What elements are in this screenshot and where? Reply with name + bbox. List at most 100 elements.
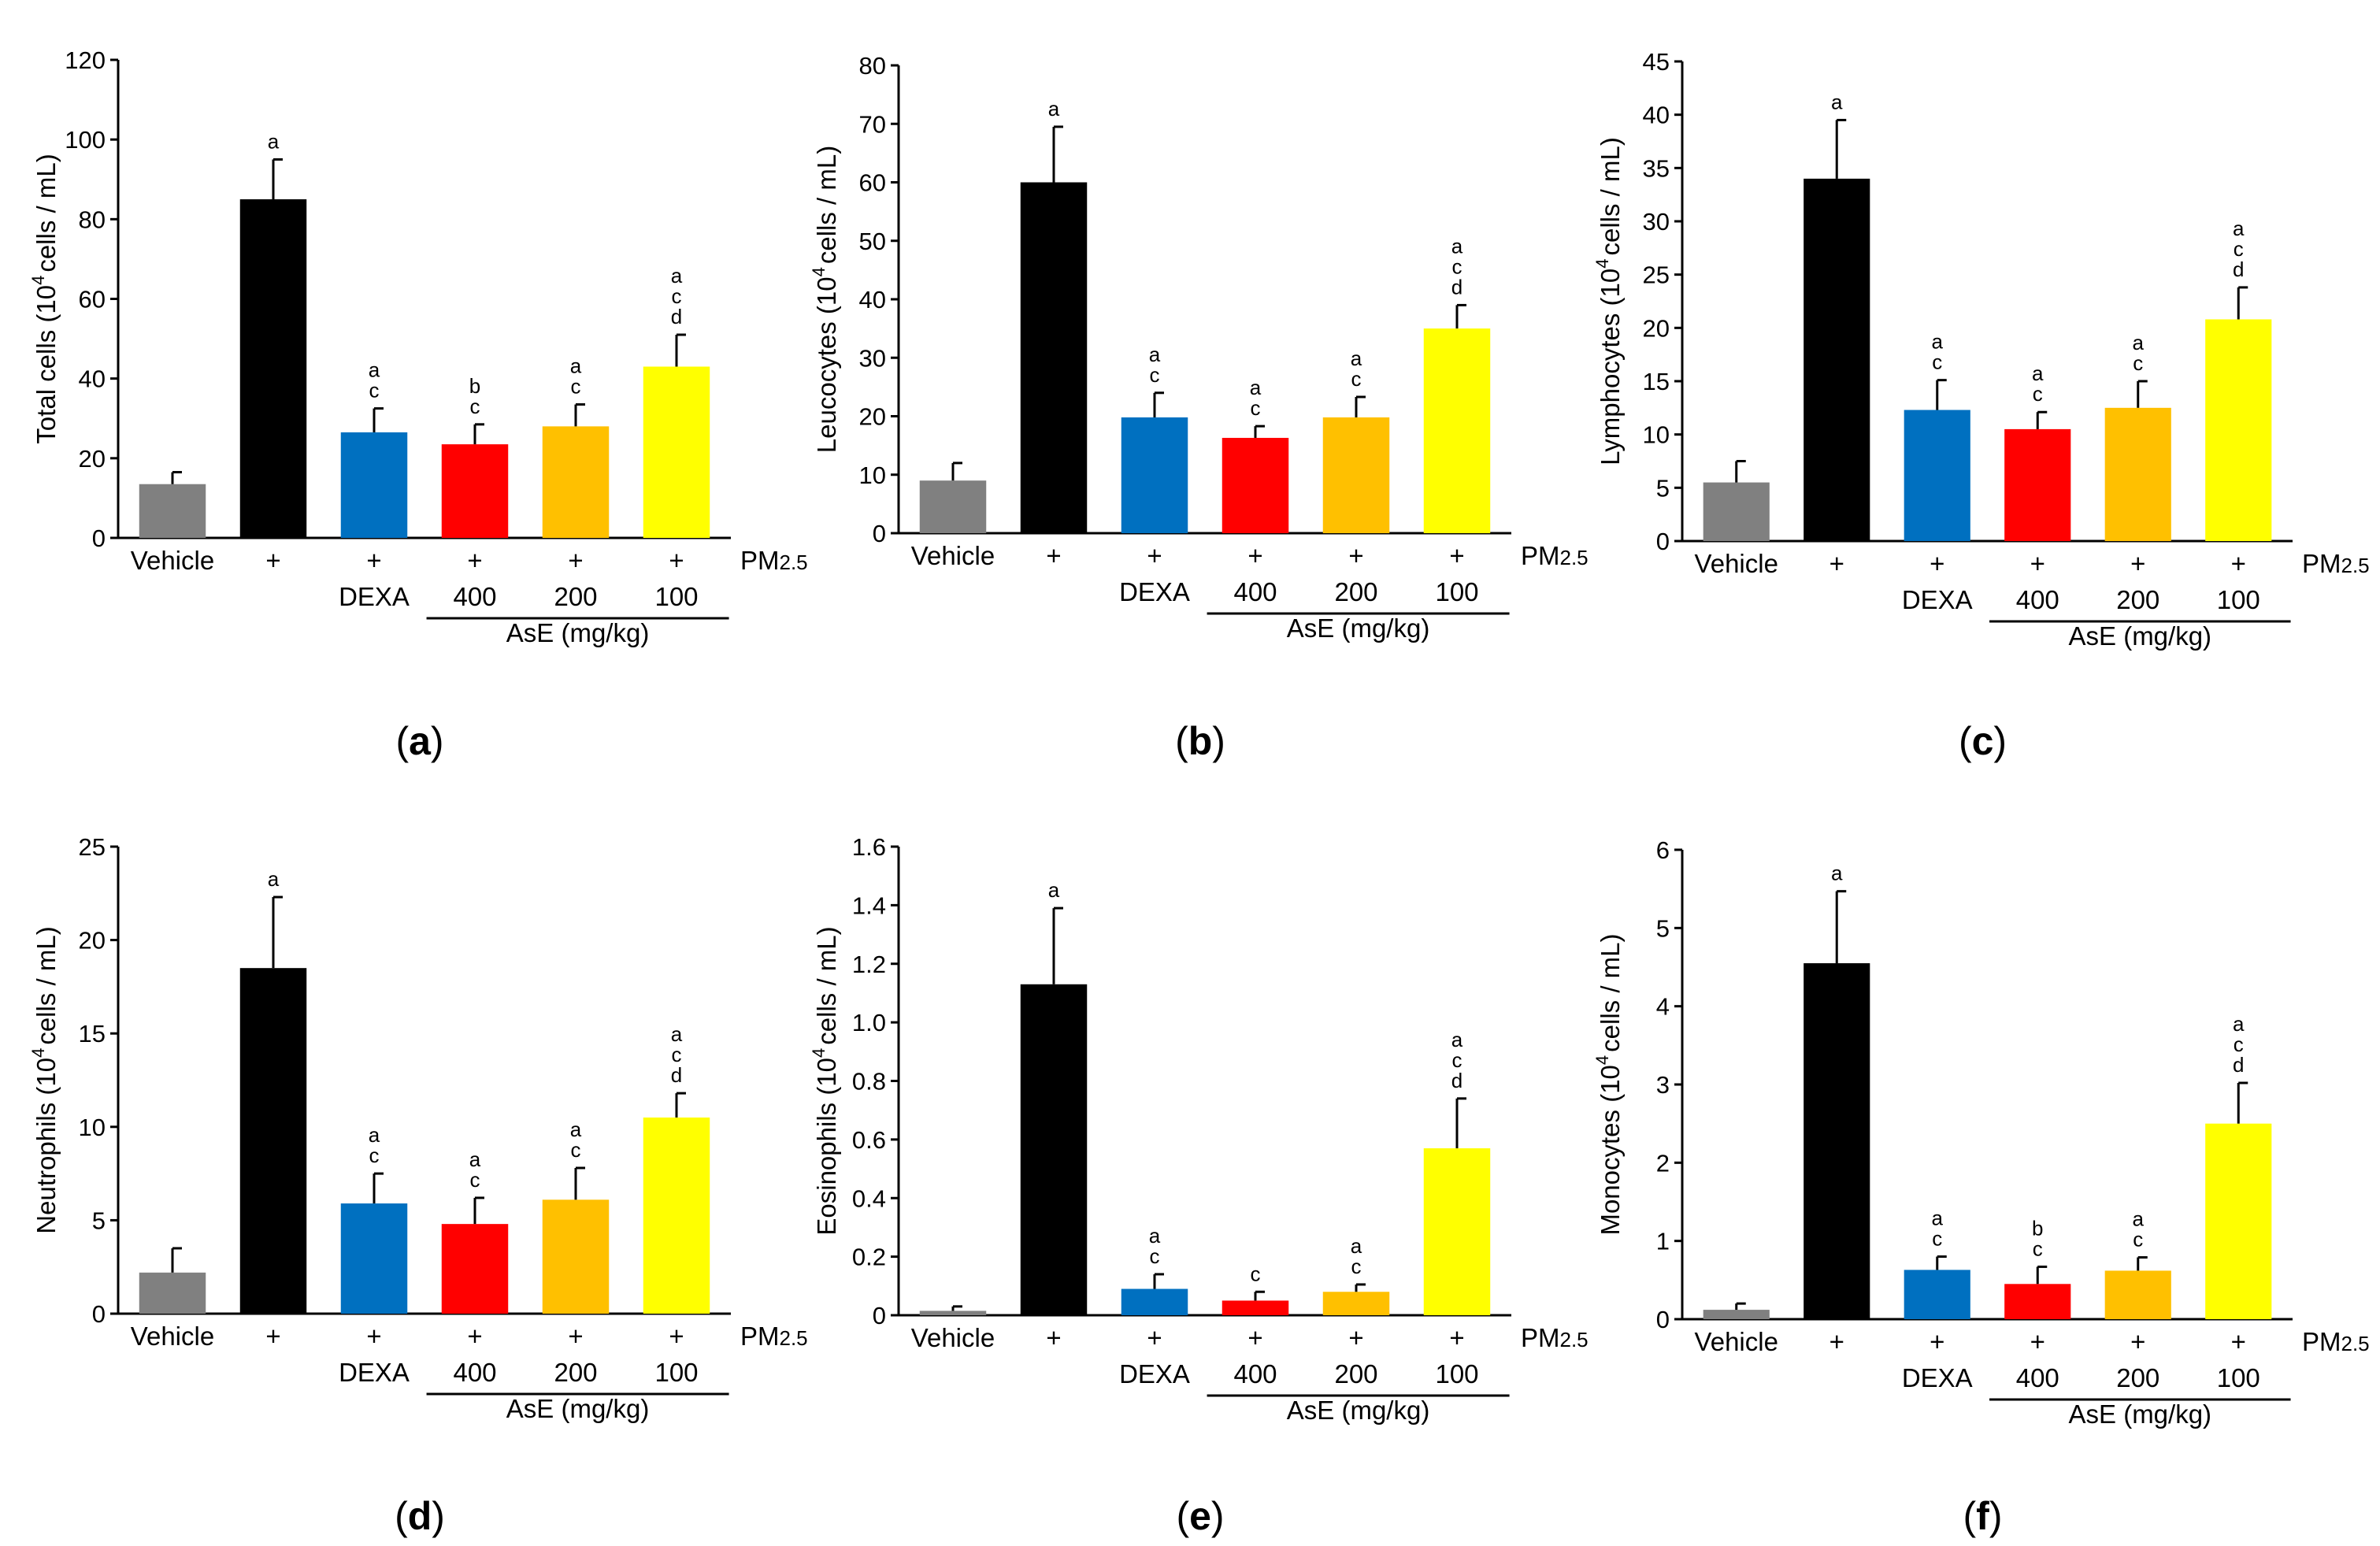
bar-5 bbox=[1423, 328, 1491, 533]
bar-2 bbox=[340, 1203, 408, 1314]
y-tick-label: 5 bbox=[1656, 914, 1670, 942]
y-tick-label: 2 bbox=[1656, 1149, 1670, 1177]
bar-1 bbox=[1020, 182, 1088, 533]
x-label-dexa: DEXA bbox=[1119, 577, 1190, 606]
x-label-dose: 200 bbox=[1334, 1359, 1377, 1388]
significance-letter: a bbox=[2032, 361, 2044, 385]
y-tick-label: 1.2 bbox=[852, 951, 886, 978]
x-label-plus: + bbox=[467, 1322, 482, 1351]
bar-0 bbox=[139, 484, 206, 538]
y-tick-label: 0 bbox=[92, 525, 106, 552]
bar-2 bbox=[340, 432, 408, 538]
y-tick-label: 25 bbox=[79, 833, 106, 861]
bar-2 bbox=[1121, 417, 1188, 533]
y-tick-label: 80 bbox=[859, 52, 886, 80]
significance-letter: a bbox=[1831, 90, 1843, 113]
y-tick-label: 35 bbox=[1643, 154, 1670, 182]
x-label-dose: 400 bbox=[1233, 1359, 1277, 1388]
x-label-treatment: AsE (mg/kg) bbox=[1287, 1396, 1430, 1425]
x-label-plus: + bbox=[1829, 1327, 1844, 1356]
x-label-plus: + bbox=[2130, 549, 2145, 578]
y-tick-label: 0.8 bbox=[852, 1068, 886, 1096]
significance-letter: a bbox=[369, 358, 380, 382]
y-tick-label: 30 bbox=[859, 344, 886, 372]
y-tick-label: 60 bbox=[79, 286, 106, 313]
y-tick-label: 20 bbox=[79, 927, 106, 955]
significance-letter: d bbox=[1451, 1069, 1462, 1092]
x-label-plus: + bbox=[366, 546, 381, 575]
y-tick-label: 20 bbox=[79, 445, 106, 473]
bar-5 bbox=[643, 1117, 710, 1314]
significance-letter: c bbox=[672, 284, 682, 308]
panel-label: (b) bbox=[1175, 719, 1225, 763]
significance-letter: c bbox=[571, 375, 581, 399]
y-tick-label: 10 bbox=[1643, 421, 1670, 449]
bar-1 bbox=[239, 199, 307, 538]
significance-letter: a bbox=[268, 867, 280, 891]
x-label-dexa: DEXA bbox=[1119, 1359, 1190, 1388]
x-label-plus: + bbox=[1930, 549, 1944, 578]
significance-letter: c bbox=[1932, 350, 1942, 374]
y-tick-label: 100 bbox=[65, 126, 106, 154]
x-label-dexa: DEXA bbox=[339, 582, 410, 611]
x-label-plus: + bbox=[1247, 1323, 1262, 1352]
y-axis-title: Lymphocytes (104cells / mL) bbox=[1592, 137, 1625, 465]
x-label-dose: 100 bbox=[1435, 1359, 1478, 1388]
bar-4 bbox=[2104, 1270, 2171, 1319]
x-label-dose: 100 bbox=[1435, 577, 1478, 606]
bar-0 bbox=[1703, 1310, 1770, 1319]
bar-4 bbox=[542, 426, 610, 538]
bar-3 bbox=[441, 444, 509, 538]
y-axis-title: Eosinophils (104cells / mL) bbox=[809, 926, 841, 1235]
x-label-plus: + bbox=[1147, 541, 1162, 570]
significance-letter: c bbox=[369, 379, 380, 402]
significance-letter: d bbox=[671, 305, 682, 328]
bar-2 bbox=[1904, 1270, 1970, 1319]
x-label-plus: + bbox=[1247, 541, 1262, 570]
bar-2 bbox=[1121, 1288, 1188, 1315]
significance-letter: c bbox=[672, 1043, 682, 1066]
x-label-plus: + bbox=[1348, 541, 1363, 570]
significance-letter: c bbox=[1251, 1262, 1261, 1285]
x-label-plus: + bbox=[366, 1322, 381, 1351]
y-tick-label: 45 bbox=[1643, 48, 1670, 76]
significance-letter: d bbox=[1451, 275, 1462, 298]
y-tick-label: 15 bbox=[1643, 368, 1670, 395]
y-axis-title: Leucocytes (104cells / mL) bbox=[809, 146, 841, 453]
x-label-plus: + bbox=[1930, 1327, 1944, 1356]
significance-letter: a bbox=[1048, 878, 1060, 902]
y-tick-label: 5 bbox=[1656, 474, 1670, 502]
significance-letter: d bbox=[2233, 1053, 2244, 1077]
significance-letter: c bbox=[2133, 1228, 2143, 1251]
x-label-plus: + bbox=[568, 1322, 583, 1351]
significance-letter: c bbox=[2234, 237, 2244, 261]
bar-0 bbox=[919, 1311, 987, 1315]
x-label-pm25: PM2.5 bbox=[2302, 1327, 2370, 1356]
y-tick-label: 0 bbox=[92, 1300, 106, 1328]
significance-letter: c bbox=[1150, 363, 1160, 387]
significance-letter: c bbox=[2133, 351, 2143, 375]
significance-letter: a bbox=[369, 1123, 380, 1147]
x-label-dose: 200 bbox=[1334, 577, 1377, 606]
x-label-plus: + bbox=[1348, 1323, 1363, 1352]
bar-0 bbox=[919, 480, 987, 533]
bar-5 bbox=[1423, 1148, 1491, 1315]
bar-0 bbox=[139, 1272, 206, 1314]
panel-label: (f) bbox=[1963, 1494, 2003, 1538]
y-tick-label: 60 bbox=[859, 169, 886, 197]
significance-letter: a bbox=[1149, 343, 1161, 366]
x-label-dose: 200 bbox=[554, 582, 597, 611]
bar-5 bbox=[2205, 1123, 2272, 1319]
y-tick-label: 10 bbox=[859, 462, 886, 489]
bar-1 bbox=[239, 968, 307, 1314]
bar-3 bbox=[2004, 428, 2071, 541]
y-tick-label: 80 bbox=[79, 206, 106, 233]
x-label-dexa: DEXA bbox=[1902, 1363, 1973, 1392]
x-label-pm25: PM2.5 bbox=[1521, 1323, 1589, 1352]
y-tick-label: 50 bbox=[859, 228, 886, 255]
x-label-plus: + bbox=[1449, 1323, 1464, 1352]
y-tick-label: 0.2 bbox=[852, 1244, 886, 1271]
x-label-plus: + bbox=[1046, 1323, 1061, 1352]
panel-label: (d) bbox=[395, 1494, 445, 1538]
